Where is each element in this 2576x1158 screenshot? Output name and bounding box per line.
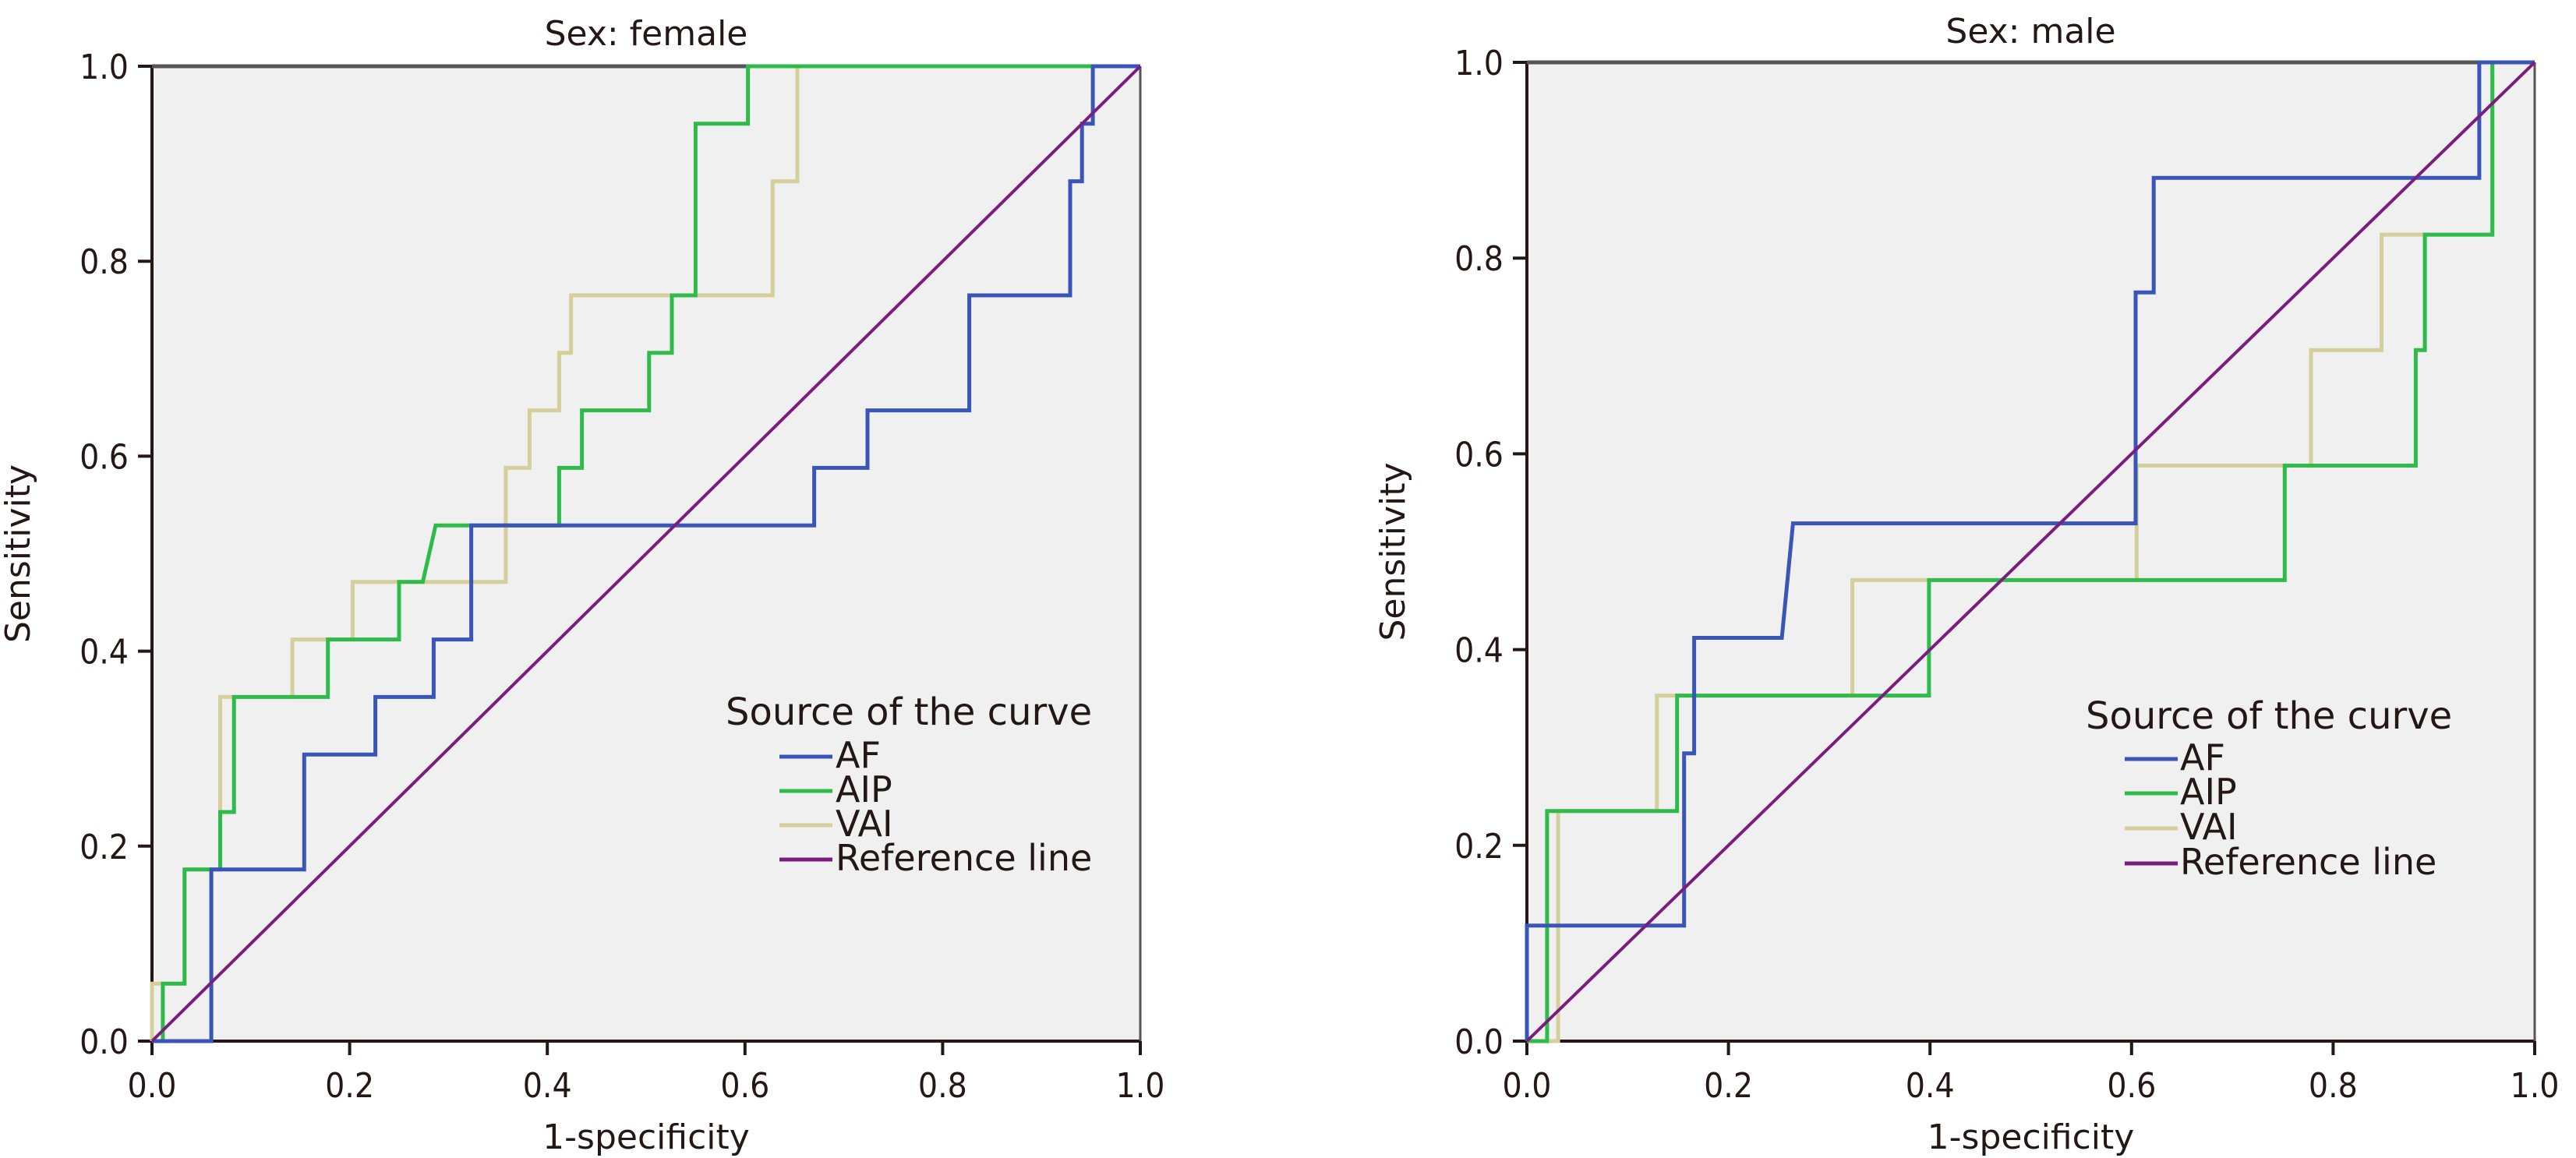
y-tick-label: 1.0 (80, 48, 129, 87)
x-tick-label: 0.8 (918, 1066, 967, 1106)
series-layer-female (150, 64, 1142, 1043)
panel-title-female: Sex: female (545, 14, 748, 54)
x-tick-label: 0.2 (1704, 1066, 1753, 1106)
series-line-af (152, 64, 1140, 1043)
y-tick-label: 0.0 (80, 1022, 129, 1062)
y-tick-label: 0.4 (80, 633, 129, 673)
panel-female: Sex: female 1-specificity Sensitivity 0.… (0, 14, 1164, 1157)
y-tick-label: 0.0 (1454, 1022, 1504, 1062)
x-tick-label: 0.0 (128, 1066, 177, 1106)
x-tick-label: 0.4 (1906, 1066, 1955, 1106)
legend-label-reference-line: Reference line (836, 837, 1092, 879)
y-tick-label: 0.6 (80, 437, 129, 477)
x-tick-label: 0.6 (2107, 1066, 2156, 1106)
legend-label-af: AF (2180, 736, 2225, 778)
legend-label-vai: VAI (836, 803, 893, 845)
series-line-reference-line (150, 65, 1142, 1043)
x-tick-label: 1.0 (1116, 1066, 1165, 1106)
y-tick-label: 0.4 (1454, 631, 1504, 671)
legend-label-aip: AIP (2180, 771, 2237, 813)
legend-label-reference-line: Reference line (2180, 841, 2436, 883)
panel-male: Sex: male 1-specificity Sensitivity 0.0 0… (1373, 12, 2559, 1157)
legend-label-af: AF (836, 734, 881, 776)
series-layer-male (1525, 60, 2536, 1043)
x-tick-label: 0.2 (325, 1066, 374, 1106)
y-axis-title-female: Sensitivity (0, 464, 38, 643)
x-tick-label: 0.4 (523, 1066, 572, 1106)
series-line-af (1525, 60, 2535, 1041)
x-axis-title-male: 1-specificity (1928, 1117, 2135, 1157)
legend-label-vai: VAI (2180, 806, 2238, 848)
series-line-aip (1527, 60, 2535, 1043)
y-tick-label: 0.6 (1454, 435, 1504, 475)
y-axis-title-male: Sensitivity (1373, 462, 1413, 641)
series-line-reference-line (1525, 61, 2536, 1043)
panel-title-male: Sex: male (1945, 12, 2115, 51)
legend-title-male: Source of the curve (2086, 694, 2452, 738)
x-tick-label: 1.0 (2511, 1066, 2560, 1106)
y-tick-label: 1.0 (1454, 44, 1504, 83)
x-tick-label: 0.8 (2309, 1066, 2358, 1106)
x-axis-title-female: 1-specificity (542, 1117, 750, 1157)
y-tick-label: 0.2 (1454, 827, 1504, 867)
y-tick-label: 0.2 (80, 828, 129, 867)
y-tick-label: 0.8 (1454, 239, 1504, 279)
axis-ticks-male: 0.0 0.2 0.4 0.6 0.8 1.0 0.0 0.2 0.4 0.6 0.8 1.0 (1454, 44, 2559, 1106)
y-tick-label: 0.8 (80, 242, 129, 282)
x-tick-label: 0.6 (720, 1066, 769, 1106)
x-tick-label: 0.0 (1503, 1066, 1552, 1106)
legend-label-aip: AIP (836, 768, 892, 810)
series-line-aip (152, 64, 1140, 1043)
axis-ticks-female: 0.0 0.2 0.4 0.6 0.8 1.0 0.0 0.2 0.4 0.6 0.8 1.0 (80, 48, 1164, 1106)
legend-title-female: Source of the curve (726, 690, 1092, 734)
